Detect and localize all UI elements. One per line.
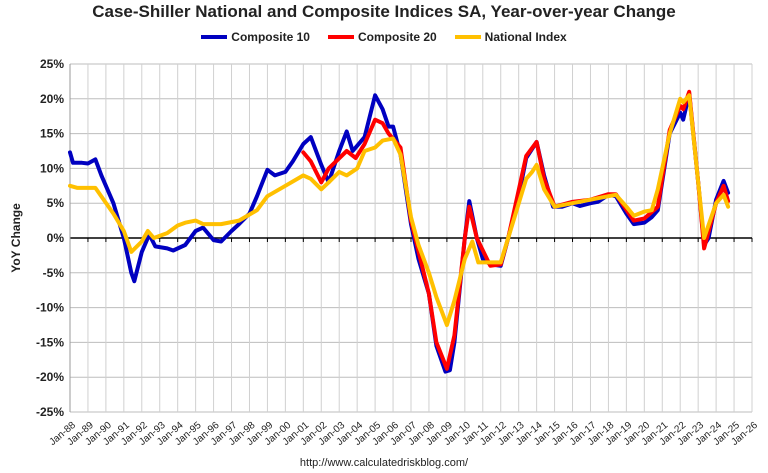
y-tick-label: 15% [40, 127, 64, 141]
legend-label: Composite 20 [357, 30, 437, 44]
y-tick-label: 20% [40, 92, 64, 106]
source-credit: http://www.calculatedriskblog.com/ [299, 457, 469, 469]
y-tick-label: -10% [36, 301, 64, 315]
legend-item-composite-10: Composite 10 [201, 30, 310, 44]
chart-title: Case-Shiller National and Composite Indi… [92, 2, 676, 21]
y-tick-label: 25% [40, 57, 64, 71]
legend: Composite 10 Composite 20 National Index [0, 30, 768, 44]
y-tick-label: -20% [36, 370, 64, 384]
legend-swatch [201, 35, 228, 39]
legend-item-composite-20: Composite 20 [327, 30, 437, 44]
series-line-national-index [68, 93, 731, 327]
legend-label: Composite 10 [231, 30, 310, 44]
y-tick-label: 10% [40, 161, 64, 175]
legend-swatch [327, 35, 354, 39]
y-tick-label: 5% [47, 196, 65, 210]
y-tick-label: -5% [43, 266, 65, 280]
legend-swatch [454, 35, 481, 39]
y-tick-label: -15% [36, 335, 64, 349]
y-tick-label: 0% [47, 231, 65, 245]
y-axis-label: YoY Change [9, 203, 23, 273]
legend-item-national-index: National Index [454, 30, 567, 44]
y-tick-label: -25% [36, 405, 64, 419]
legend-label: National Index [484, 30, 567, 44]
